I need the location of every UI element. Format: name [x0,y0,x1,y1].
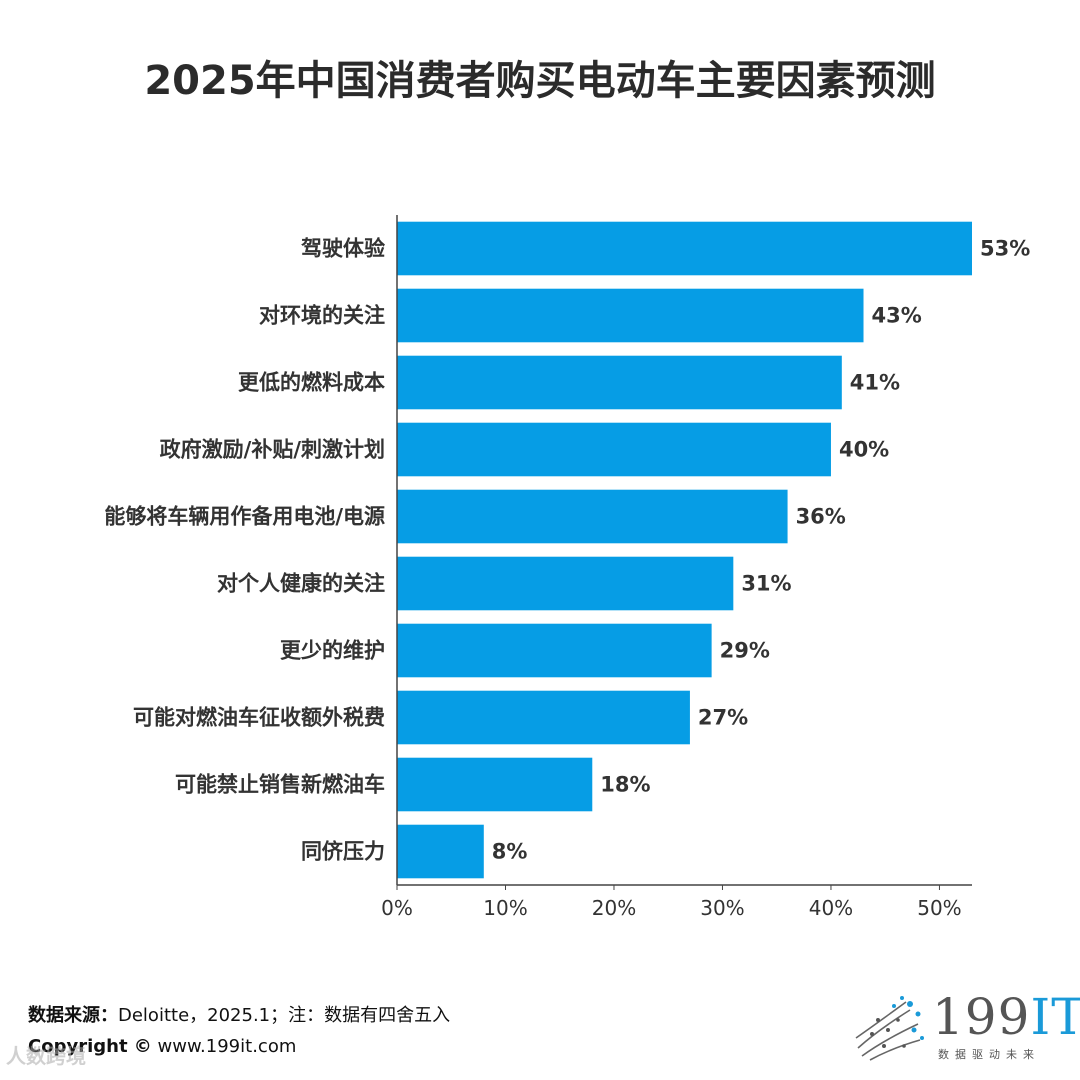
bar-3 [397,422,831,477]
data-source: 数据来源：Deloitte，2025.1；注：数据有四舍五入 [28,1001,450,1027]
bar-1 [397,288,864,343]
value-label-7: 27% [698,706,748,730]
bar-6 [397,623,712,678]
logo-number: 199 [932,988,1031,1046]
bar-5 [397,556,734,611]
x-tick-label-1: 10% [483,896,527,920]
logo-tagline: 数据驱动未来 [938,1048,1040,1061]
bar-8 [397,757,593,812]
value-label-5: 31% [741,572,791,596]
logo-it: IT [1030,988,1080,1046]
value-label-6: 29% [720,639,770,663]
x-tick-label-4: 40% [809,896,853,920]
bar-chart: 驾驶体验 53% 对环境的关注 43% 更低的燃料成本 41% 政府激励/补贴/刺激计划 40… [104,215,1030,920]
category-label-2: 更低的燃料成本 [238,371,385,395]
logo-text: 199IT [932,988,1080,1046]
value-label-8: 18% [600,773,650,797]
copyright-line: Copyright © www.199it.com [28,1036,296,1057]
bar-0 [397,221,972,276]
value-label-0: 53% [980,237,1030,261]
x-tick-label-2: 20% [592,896,636,920]
value-label-4: 36% [796,505,846,529]
dot-sphere-icon [855,996,924,1061]
copyright-url: www.199it.com [157,1036,297,1057]
category-label-1: 对环境的关注 [259,304,385,328]
source-prefix: 数据来源： [28,1005,118,1026]
bar-7 [397,690,690,745]
source-text: Deloitte，2025.1；注：数据有四舍五入 [118,1005,451,1026]
chart-title: 2025年中国消费者购买电动车主要因素预测 [144,58,936,104]
value-label-9: 8% [492,840,528,864]
bar-2 [397,355,842,410]
category-label-9: 同侪压力 [301,840,385,864]
category-label-0: 驾驶体验 [301,237,385,261]
category-label-3: 政府激励/补贴/刺激计划 [160,438,385,462]
value-label-3: 40% [839,438,889,462]
value-label-2: 41% [850,371,900,395]
copyright-label: Copyright © [28,1036,152,1057]
bar-9 [397,824,484,879]
x-tick-label-0: 0% [381,896,413,920]
x-tick-label-3: 30% [700,896,744,920]
category-label-6: 更少的维护 [280,639,385,663]
category-label-7: 可能对燃油车征收额外税费 [133,706,385,730]
category-label-8: 可能禁止销售新燃油车 [175,773,385,797]
bar-4 [397,489,788,544]
category-label-4: 能够将车辆用作备用电池/电源 [104,505,385,529]
x-tick-label-5: 50% [917,896,961,920]
category-label-5: 对个人健康的关注 [217,572,385,596]
brand-logo: 199IT 数据驱动未来 [848,988,1080,1065]
value-label-1: 43% [872,304,922,328]
